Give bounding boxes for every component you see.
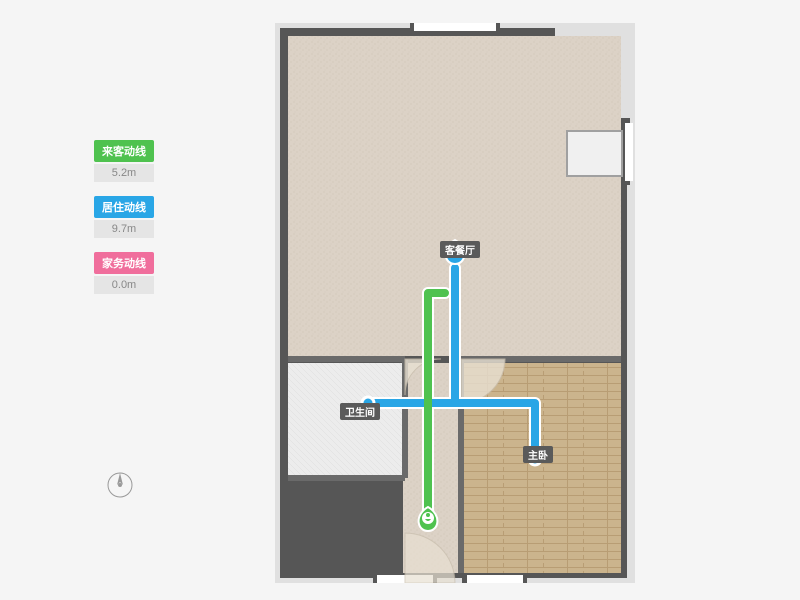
- legend-item-housework: 家务动线 0.0m: [94, 252, 154, 294]
- window-box: [567, 131, 622, 176]
- legend: 来客动线 5.2m 居住动线 9.7m 家务动线 0.0m: [94, 140, 154, 308]
- floorplan: 客餐厅 卫生间 主卧: [275, 23, 635, 577]
- room-label-bathroom: 卫生间: [340, 403, 380, 420]
- legend-label: 家务动线: [94, 252, 154, 274]
- legend-value: 9.7m: [94, 220, 154, 238]
- room-label-living: 客餐厅: [440, 241, 480, 258]
- legend-item-guest: 来客动线 5.2m: [94, 140, 154, 182]
- room-bathroom: [288, 363, 403, 478]
- legend-value: 5.2m: [94, 164, 154, 182]
- legend-value: 0.0m: [94, 276, 154, 294]
- room-label-bedroom: 主卧: [523, 446, 553, 463]
- legend-item-resident: 居住动线 9.7m: [94, 196, 154, 238]
- compass-icon: [105, 470, 135, 500]
- legend-label: 居住动线: [94, 196, 154, 218]
- legend-label: 来客动线: [94, 140, 154, 162]
